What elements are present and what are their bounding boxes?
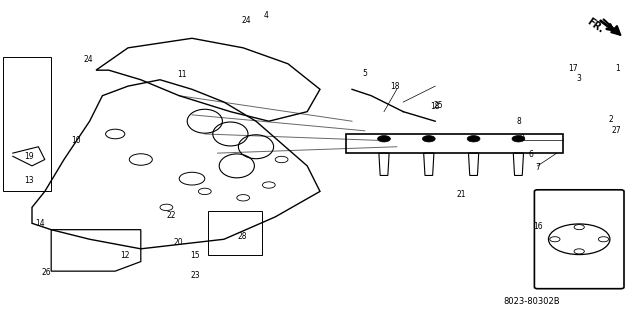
Text: 13: 13 (24, 176, 34, 185)
Text: 22: 22 (167, 211, 176, 220)
Text: 10: 10 (70, 136, 81, 145)
Text: 21: 21 (456, 190, 465, 199)
Text: 25: 25 (433, 101, 444, 110)
Text: 1: 1 (615, 64, 620, 73)
Text: 4: 4 (263, 11, 268, 20)
Text: 18: 18 (390, 82, 399, 91)
Circle shape (422, 136, 435, 142)
Text: 20: 20 (173, 238, 183, 247)
Text: 27: 27 (611, 126, 621, 135)
Circle shape (378, 136, 390, 142)
Circle shape (467, 136, 480, 142)
Text: 14: 14 (35, 219, 45, 228)
Text: 8: 8 (516, 117, 521, 126)
Text: 12: 12 (120, 251, 129, 260)
Text: 26: 26 (41, 268, 51, 277)
Text: 23: 23 (190, 271, 200, 280)
Text: FR.: FR. (585, 16, 605, 35)
Text: 28: 28 (237, 232, 246, 241)
Text: 5: 5 (362, 69, 367, 78)
Text: 19: 19 (24, 152, 34, 161)
Text: 9: 9 (519, 134, 524, 143)
Text: 15: 15 (190, 251, 200, 260)
Text: 11: 11 (178, 70, 187, 79)
Text: 8023-80302B: 8023-80302B (503, 297, 559, 306)
Text: 24: 24 (83, 55, 93, 63)
Text: 24: 24 (241, 16, 252, 25)
Text: 16: 16 (532, 222, 543, 231)
Circle shape (512, 136, 525, 142)
Text: 2: 2 (609, 115, 614, 124)
Text: 18: 18 (431, 102, 440, 111)
Text: 3: 3 (577, 74, 582, 83)
Text: 7: 7 (535, 163, 540, 172)
Text: 17: 17 (568, 64, 578, 73)
Text: 6: 6 (529, 150, 534, 159)
